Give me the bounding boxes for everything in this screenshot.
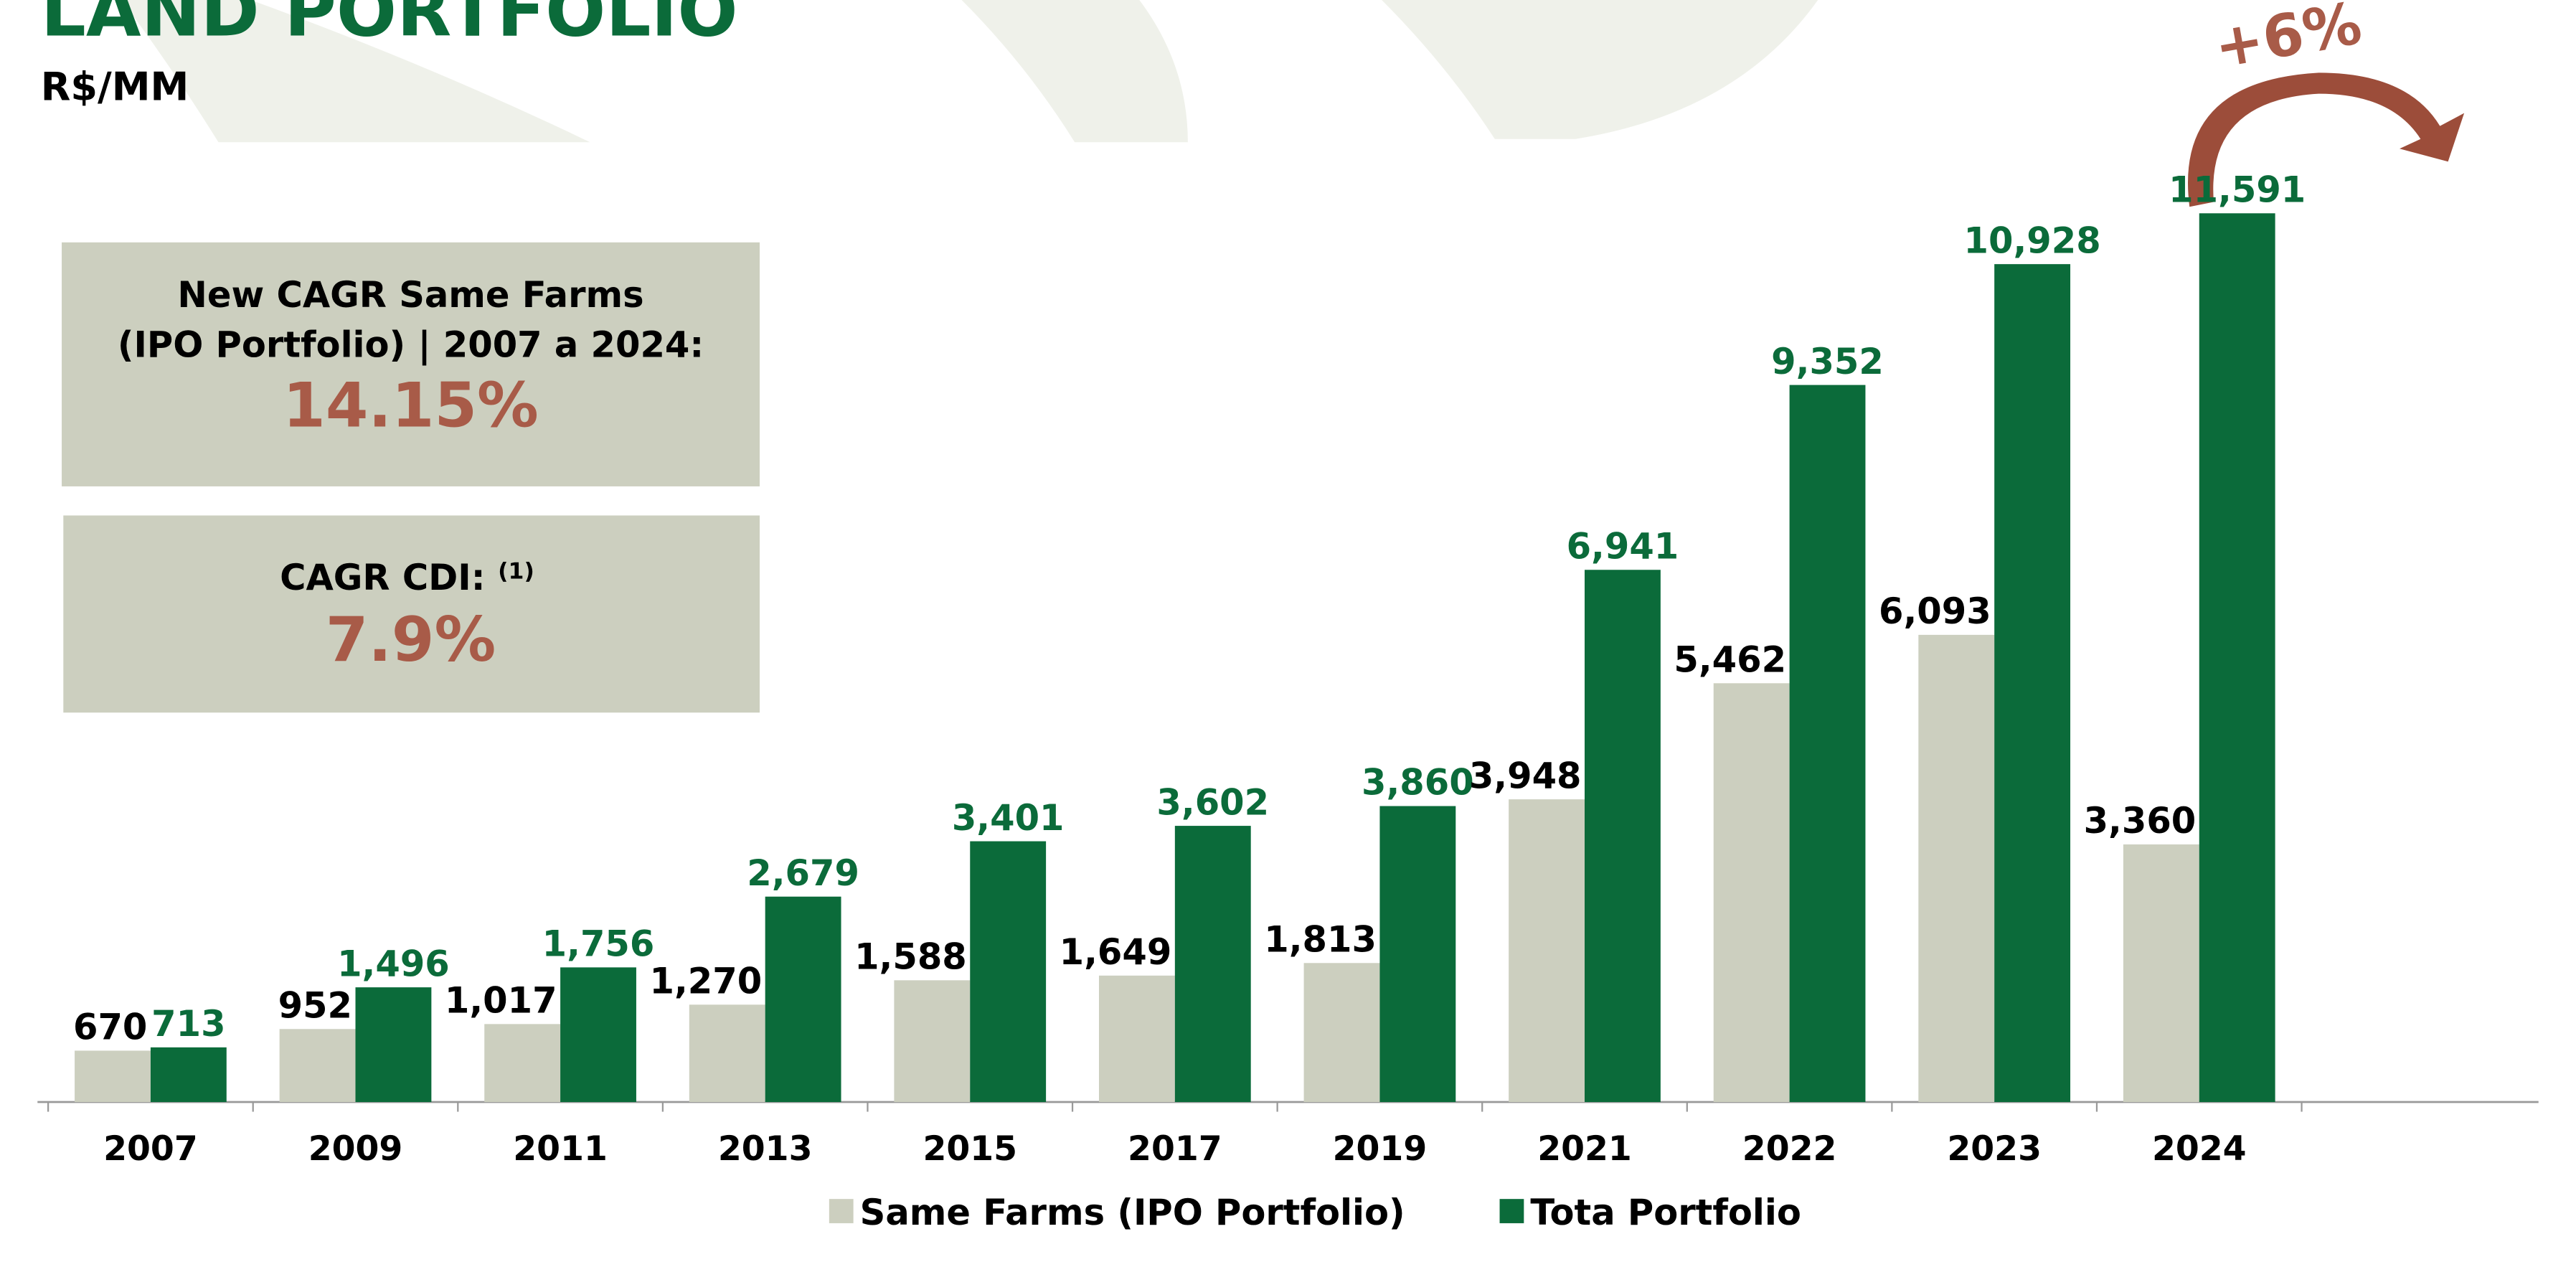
- value-label: 1,270: [649, 961, 762, 1002]
- bar: [355, 987, 432, 1103]
- x-tick-label: 2022: [1742, 1129, 1837, 1169]
- value-label: 1,496: [337, 943, 450, 984]
- legend-swatch: [829, 1199, 854, 1223]
- bar: [2199, 213, 2275, 1103]
- value-label: 1,017: [445, 980, 557, 1022]
- box-value: 7.9%: [326, 605, 496, 676]
- x-tick-label: 2019: [1333, 1129, 1428, 1169]
- x-tick-label: 2017: [1128, 1129, 1222, 1169]
- annotation: +6%: [2209, 0, 2367, 82]
- value-label: 6,941: [1567, 525, 1679, 567]
- bar: [765, 896, 841, 1103]
- x-tick-label: 2007: [103, 1129, 198, 1169]
- value-label: 1,756: [542, 923, 655, 965]
- value-label: 3,360: [2084, 800, 2197, 842]
- box-value: 14.15%: [283, 371, 538, 442]
- legend-label: Same Farms (IPO Portfolio): [860, 1192, 1405, 1233]
- value-label: 3,401: [952, 797, 1065, 839]
- bar: [150, 1047, 227, 1103]
- x-tick-label: 2013: [718, 1129, 813, 1169]
- bar: [560, 967, 636, 1103]
- x-tick-label: 2015: [923, 1129, 1017, 1169]
- bar: [1098, 975, 1175, 1103]
- x-tick-label: 2021: [1537, 1129, 1632, 1169]
- bar: [894, 980, 971, 1103]
- bar: [1509, 799, 1585, 1103]
- value-label: 6,093: [1879, 590, 1991, 632]
- value-label: 3,860: [1362, 762, 1474, 804]
- legend-label: Tota Portfolio: [1530, 1192, 1801, 1233]
- value-label: 1,649: [1060, 931, 1172, 973]
- box-superscript: (1): [498, 558, 534, 584]
- x-tick-label: 2011: [513, 1129, 608, 1169]
- box-text: New CAGR Same Farms: [177, 274, 643, 316]
- box-text: CAGR CDI:: [280, 557, 485, 598]
- value-label: 952: [278, 985, 352, 1027]
- bar: [1379, 806, 1456, 1103]
- background-arcs: [121, 0, 1818, 143]
- bar: [1585, 570, 1661, 1103]
- bar: [75, 1050, 151, 1103]
- value-label: 5,462: [1674, 639, 1786, 681]
- bar: [279, 1029, 356, 1103]
- chart-title: LAND PORTFOLIO: [41, 0, 738, 53]
- bar: [970, 841, 1047, 1103]
- x-tick-label: 2024: [2152, 1129, 2247, 1169]
- cagr-box: [62, 242, 760, 486]
- legend-swatch: [1499, 1199, 1524, 1223]
- bar: [2123, 844, 2199, 1103]
- value-label: 9,352: [1771, 341, 1884, 382]
- bar: [1713, 683, 1790, 1103]
- value-label: 2,679: [747, 852, 859, 894]
- cdi-box: [63, 515, 760, 713]
- bar: [689, 1004, 765, 1103]
- value-label: 713: [151, 1003, 225, 1045]
- value-label: 3,602: [1156, 781, 1269, 823]
- chart-subtitle: R$/MM: [41, 65, 189, 110]
- value-label: 3,948: [1469, 755, 1582, 796]
- bar: [1994, 264, 2071, 1103]
- bar: [1303, 963, 1380, 1103]
- value-label: 11,591: [2169, 169, 2306, 211]
- bar: [1789, 385, 1866, 1103]
- value-label: 10,928: [1964, 220, 2101, 261]
- value-label: 1,813: [1264, 919, 1377, 961]
- bar: [1918, 634, 1995, 1103]
- bar: [1174, 826, 1251, 1103]
- box-text: (IPO Portfolio) | 2007 a 2024:: [118, 324, 704, 367]
- growth-arrow: [2187, 72, 2465, 207]
- value-label: 670: [73, 1007, 147, 1048]
- x-tick-label: 2023: [1947, 1129, 2042, 1169]
- x-tick-label: 2009: [308, 1129, 403, 1169]
- bar: [484, 1024, 561, 1103]
- value-label: 1,588: [854, 936, 967, 978]
